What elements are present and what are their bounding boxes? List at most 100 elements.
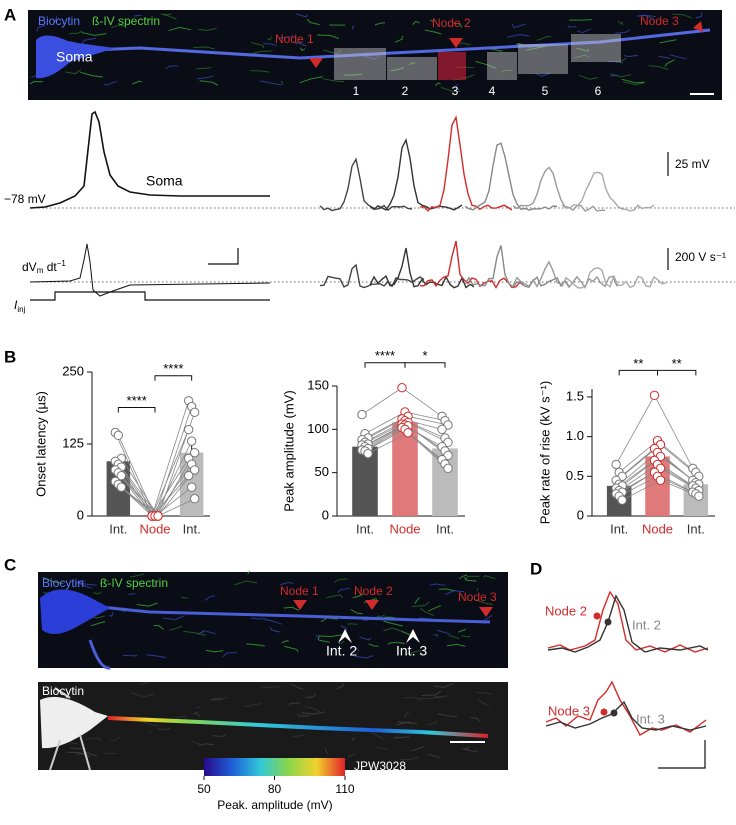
soma-label: Soma (56, 49, 93, 65)
trace (513, 262, 617, 288)
stain-label: Biocytin (38, 14, 80, 28)
y-tick-label: 250 (62, 363, 84, 378)
data-point (184, 425, 192, 433)
trace (513, 167, 605, 211)
data-point (187, 437, 195, 445)
scale-label: 25 mV (675, 157, 710, 171)
trace-label: Soma (146, 173, 183, 189)
node-label: Node 1 (275, 32, 314, 46)
micrograph (38, 682, 508, 776)
data-point (184, 471, 192, 479)
node-label: Node 1 (280, 584, 319, 598)
current-label: Iinj (14, 298, 26, 314)
data-point (364, 449, 372, 457)
colorbar-tick-label: 50 (197, 782, 211, 796)
trace (562, 172, 654, 211)
trace (320, 265, 424, 288)
data-point (154, 512, 162, 520)
data-point (444, 464, 452, 472)
y-axis-label: Peak amplitude (mV) (281, 390, 296, 511)
segment-label: 6 (595, 84, 602, 98)
data-point (190, 408, 198, 416)
bar (392, 422, 418, 516)
segment-label: 2 (402, 84, 409, 98)
stain-label: Biocytin (42, 684, 84, 698)
stain-label: Biocytin (42, 576, 84, 590)
panel-label: B (4, 347, 16, 366)
significance-label: **** (127, 393, 147, 408)
node-label: Node 2 (354, 584, 393, 598)
segment-label: 1 (353, 84, 360, 98)
trace-label: Int. 3 (636, 711, 665, 726)
y-axis-label: Onset latency (µs) (33, 391, 48, 497)
x-tick-label: Node (642, 521, 673, 536)
significance-bracket (155, 376, 192, 381)
trace-label: Int. 2 (632, 617, 661, 632)
data-point (117, 483, 125, 491)
y-tick-label: 1.0 (566, 428, 584, 443)
significance-label: ** (633, 356, 643, 371)
node-label: Node 2 (432, 16, 471, 30)
y-tick-label: 0 (577, 507, 584, 522)
x-tick-label: Node (139, 521, 170, 536)
label-part: dV (22, 260, 37, 274)
significance-label: **** (375, 348, 395, 363)
data-point (398, 384, 406, 392)
derivative-label: dVm dt−1 (22, 259, 66, 275)
x-tick-label: Int. (183, 521, 201, 536)
y-tick-label: 0.5 (566, 468, 584, 483)
scale-label: 200 V s⁻¹ (675, 250, 726, 264)
y-tick-label: 1.5 (566, 388, 584, 403)
data-point (358, 410, 366, 418)
label-part: −1 (57, 259, 67, 268)
y-tick-label: 125 (62, 435, 84, 450)
x-tick-label: Int. (610, 521, 628, 536)
significance-label: **** (163, 361, 183, 376)
y-tick-label: 100 (307, 421, 329, 436)
label-part: dt (43, 260, 57, 274)
y-tick-label: 50 (315, 464, 329, 479)
data-point (695, 492, 703, 500)
trace (320, 159, 412, 210)
trace (420, 117, 512, 210)
node-label: Node 3 (640, 14, 679, 28)
significance-label: * (422, 348, 427, 363)
chart: 0 0.5 1.0 1.5 Peak rate of rise (kV s⁻¹) Int.… (537, 356, 715, 537)
segment-label: 5 (542, 84, 549, 98)
data-point (404, 429, 412, 437)
data-point (618, 496, 626, 504)
data-point (650, 391, 658, 399)
trace (465, 246, 569, 288)
data-point (187, 483, 195, 491)
significance-bracket (118, 407, 155, 412)
trace-label: Node 2 (545, 603, 587, 618)
cell-id: JPW3028 (354, 759, 406, 773)
y-axis-label: Peak rate of rise (kV s⁻¹) (537, 381, 552, 524)
resting-potential: −78 mV (4, 192, 46, 206)
colorbar-tick-label: 110 (335, 782, 354, 796)
y-tick-label: 150 (307, 377, 329, 392)
significance-label: ** (672, 356, 682, 371)
voltage-traces (30, 112, 735, 300)
significance-bracket (365, 363, 405, 368)
y-tick-label: 0 (322, 507, 329, 522)
trace-label: Node 3 (548, 703, 590, 718)
x-tick-label: Int. (356, 521, 374, 536)
node-label: Node 3 (458, 590, 497, 604)
data-point (190, 495, 198, 503)
data-point (656, 476, 664, 484)
panel-label: D (530, 559, 542, 578)
segment-label: 3 (452, 84, 459, 98)
x-tick-label: Int. (436, 521, 454, 536)
significance-bracket (405, 363, 445, 368)
y-tick-label: 0 (77, 507, 84, 522)
data-point (114, 431, 122, 439)
colorbar-label: Peak. amplitude (mV) (217, 798, 332, 812)
x-tick-label: Int. (687, 521, 705, 536)
significance-bracket (619, 370, 657, 375)
colorbar-tick-label: 80 (268, 782, 282, 796)
